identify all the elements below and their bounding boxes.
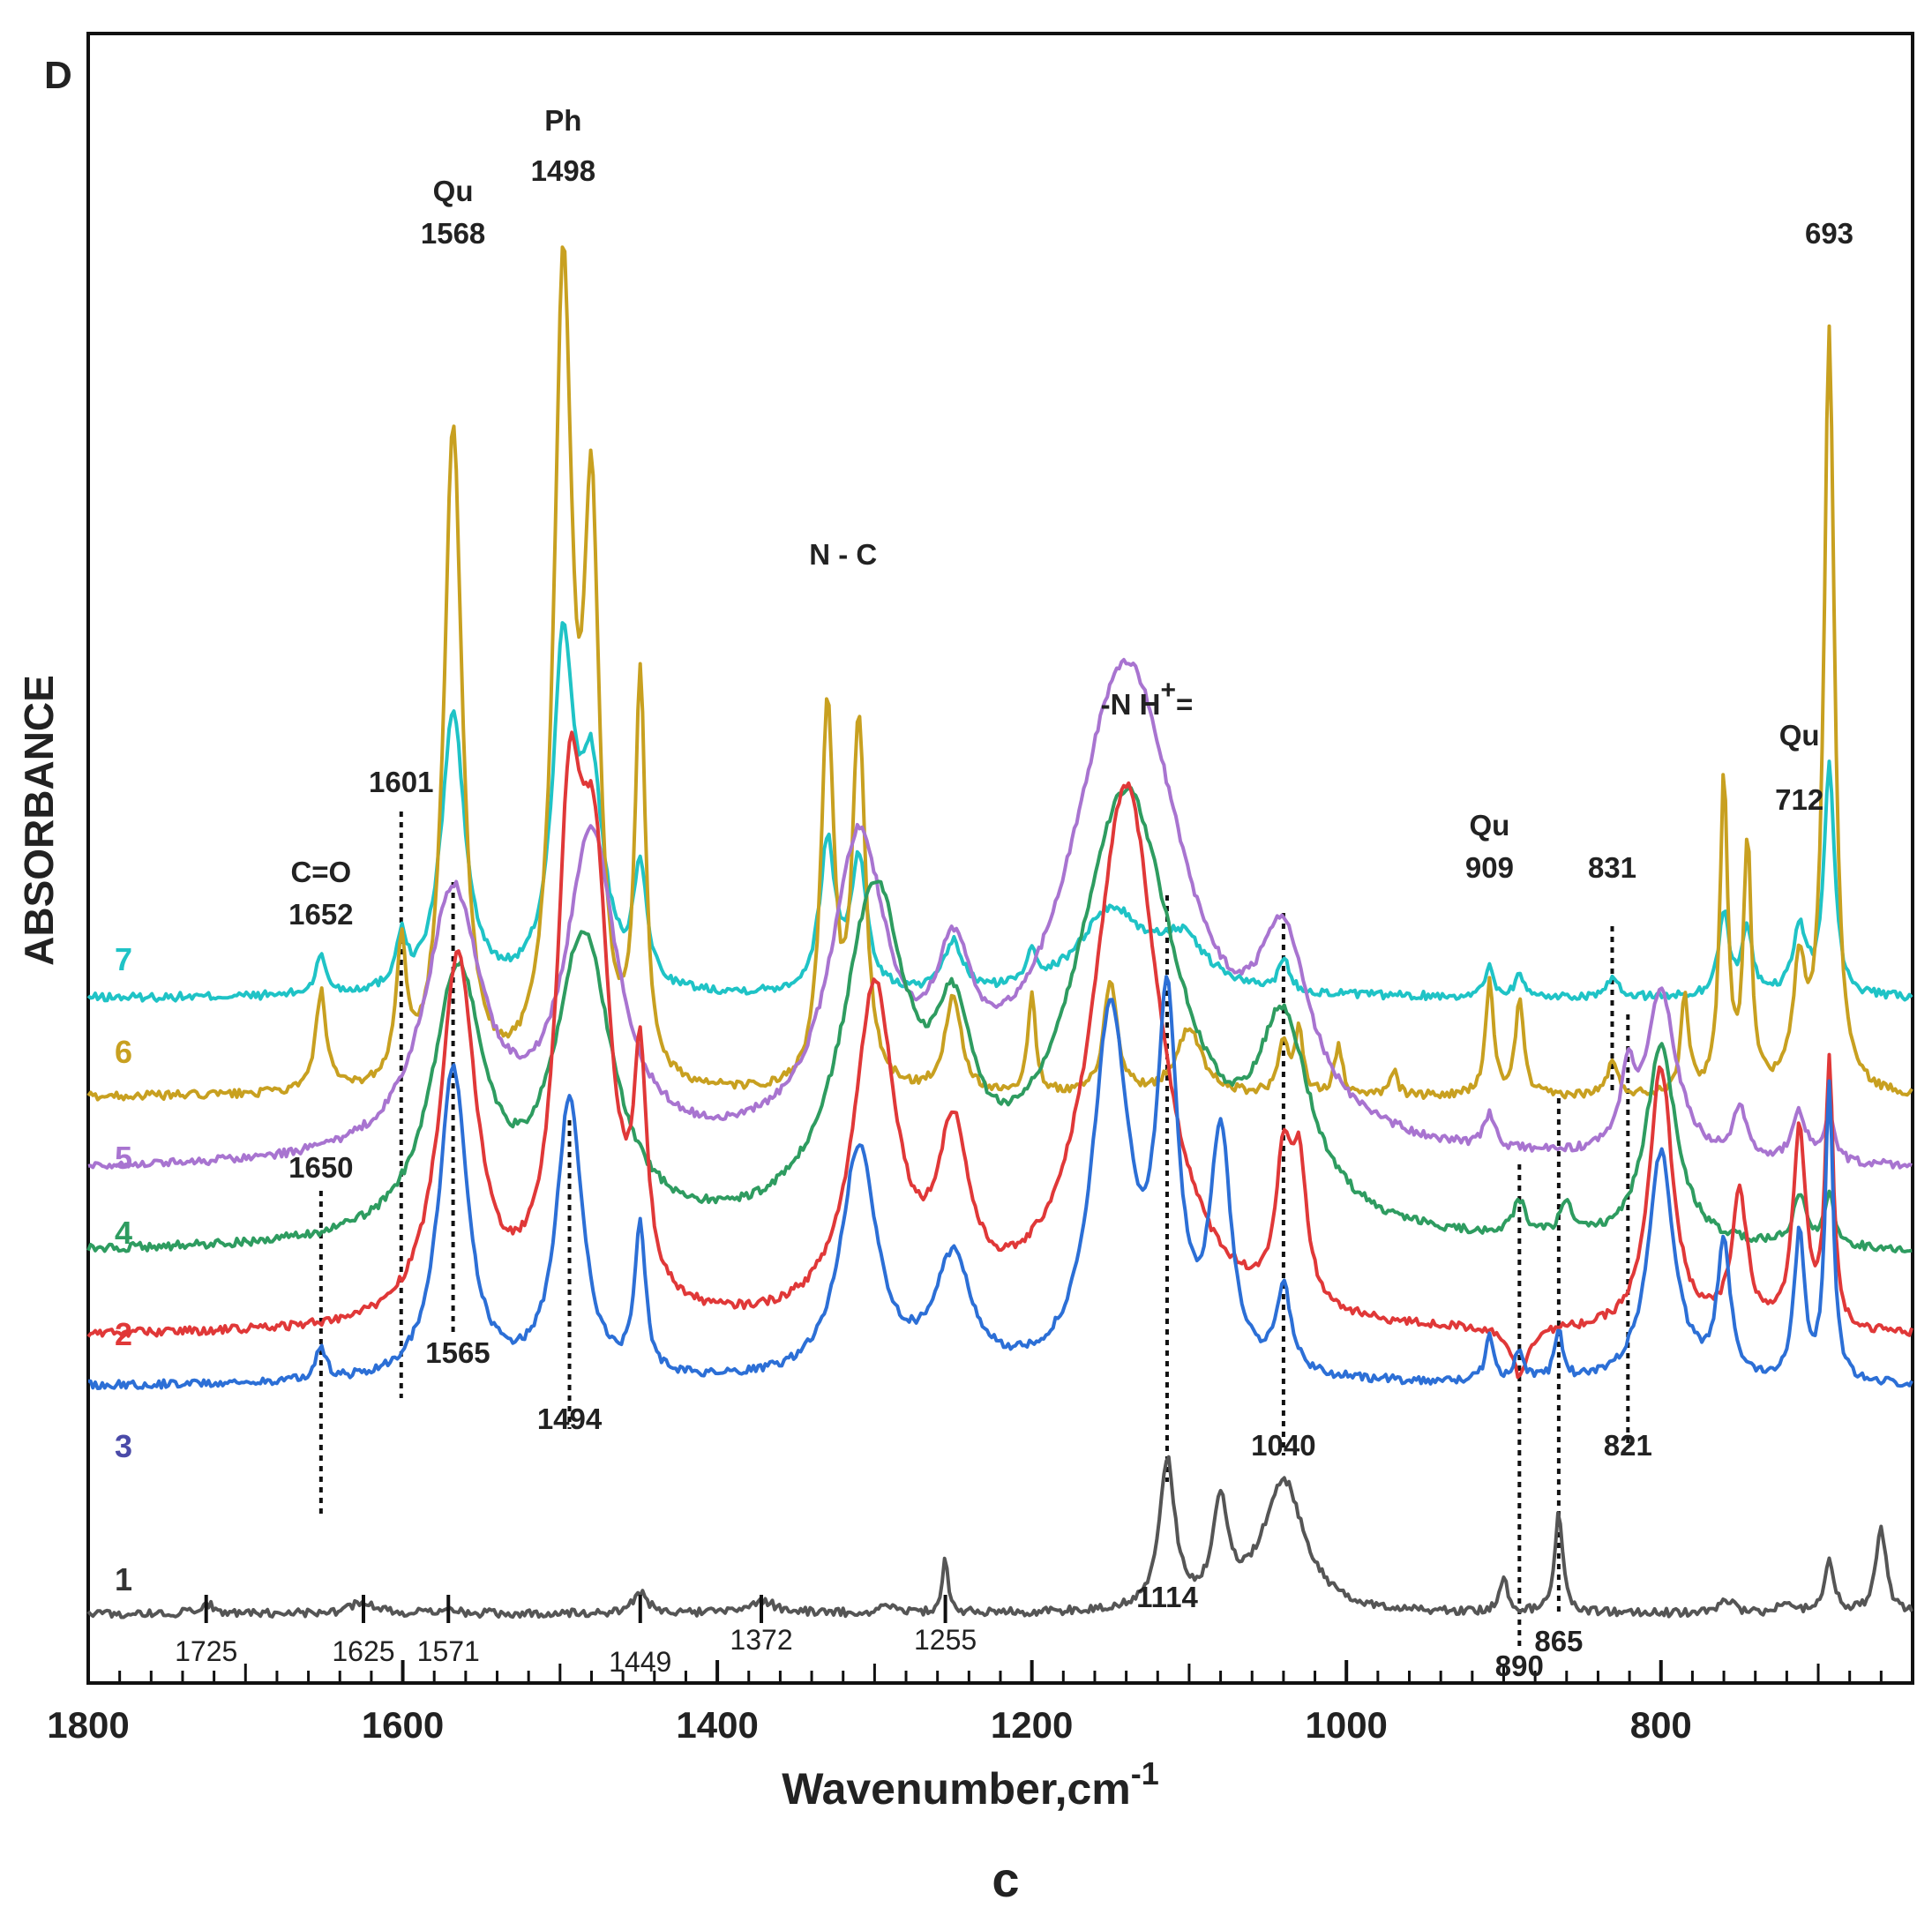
y-axis-label: ABSORBANCE xyxy=(16,675,62,966)
peak-label-909: 909 xyxy=(1465,851,1514,884)
x-axis-label: Wavenumber,cm-1 xyxy=(782,1755,1159,1814)
peak-label-nc: N - C xyxy=(809,538,877,571)
peak-label-1652: 1652 xyxy=(288,898,353,931)
x-tick-label: 1600 xyxy=(362,1704,444,1746)
peak-label-1568: 1568 xyxy=(421,217,485,250)
peak-label-ph: Ph xyxy=(544,104,581,137)
trace-label-6: 6 xyxy=(115,1034,132,1070)
trace-1 xyxy=(86,1455,1913,1620)
trace-label-3: 3 xyxy=(115,1428,132,1464)
spectra-traces xyxy=(86,245,1914,1620)
panel-label: D xyxy=(44,54,72,97)
peak-label-1372: 1372 xyxy=(730,1624,792,1656)
x-tick-label: 800 xyxy=(1630,1704,1692,1746)
x-axis-label-sup: -1 xyxy=(1131,1755,1159,1792)
trace-2 xyxy=(86,730,1914,1380)
peak-label-831: 831 xyxy=(1588,851,1636,884)
peak-label-1650: 1650 xyxy=(288,1151,353,1184)
figure-caption: c xyxy=(992,1851,1019,1907)
peak-label-qu: Qu xyxy=(1470,809,1510,842)
trace-4 xyxy=(86,786,1913,1253)
peak-label-1571: 1571 xyxy=(417,1635,480,1667)
peak-label-1498: 1498 xyxy=(531,154,595,187)
x-tick-label: 1800 xyxy=(47,1704,129,1746)
peak-label-1625: 1625 xyxy=(332,1635,394,1667)
peak-label-co: C=O xyxy=(290,856,351,888)
peak-label-890: 890 xyxy=(1495,1649,1544,1682)
trace-label-7: 7 xyxy=(115,941,132,977)
x-tick-label: 1200 xyxy=(991,1704,1073,1746)
x-tick-label: 1400 xyxy=(676,1704,758,1746)
peak-label-1449: 1449 xyxy=(609,1646,671,1678)
peak-label-1040: 1040 xyxy=(1251,1429,1315,1462)
x-tick-label: 1000 xyxy=(1305,1704,1387,1746)
nh-label-suffix: = xyxy=(1176,688,1193,721)
plot-axes: 1800 1600 1400 1200 1000 800 xyxy=(47,32,1914,1746)
peak-label-821: 821 xyxy=(1604,1429,1652,1462)
peak-label-1494: 1494 xyxy=(537,1403,603,1435)
peak-label-1114: 1114 xyxy=(1136,1581,1198,1613)
nh-label-prefix: -N H xyxy=(1101,688,1161,721)
peak-label-1255: 1255 xyxy=(914,1624,977,1656)
dashed-guide-lines xyxy=(318,812,1630,1649)
trace-label-5: 5 xyxy=(115,1140,132,1176)
trace-label-2: 2 xyxy=(115,1316,132,1352)
peak-label-693: 693 xyxy=(1805,217,1853,250)
nh-label-sup: + xyxy=(1161,676,1177,705)
x-axis-label-text: Wavenumber,cm xyxy=(782,1764,1131,1814)
trace-5 xyxy=(87,657,1913,1170)
nh-plus-label: -N H+= xyxy=(1101,676,1194,721)
trace-6 xyxy=(86,245,1913,1102)
trace-number-labels: 7 6 5 4 2 3 1 xyxy=(115,941,132,1597)
peak-label-1725: 1725 xyxy=(175,1635,237,1667)
trace-label-4: 4 xyxy=(115,1215,132,1251)
peak-label-qu: Qu xyxy=(433,175,474,207)
peak-label-qu: Qu xyxy=(1779,719,1820,752)
peak-label-712: 712 xyxy=(1775,783,1823,816)
trace-label-1: 1 xyxy=(115,1561,132,1597)
peak-annotations: Ph 1498 Qu 1568 693 N - C C=O 1652 1601 Qu 712 Qu 90… xyxy=(175,104,1853,1682)
trace-3 xyxy=(88,975,1913,1390)
peak-label-1565: 1565 xyxy=(425,1336,490,1369)
peak-label-865: 865 xyxy=(1534,1625,1583,1657)
trace-7 xyxy=(86,621,1913,1003)
peak-label-1601: 1601 xyxy=(369,766,433,798)
